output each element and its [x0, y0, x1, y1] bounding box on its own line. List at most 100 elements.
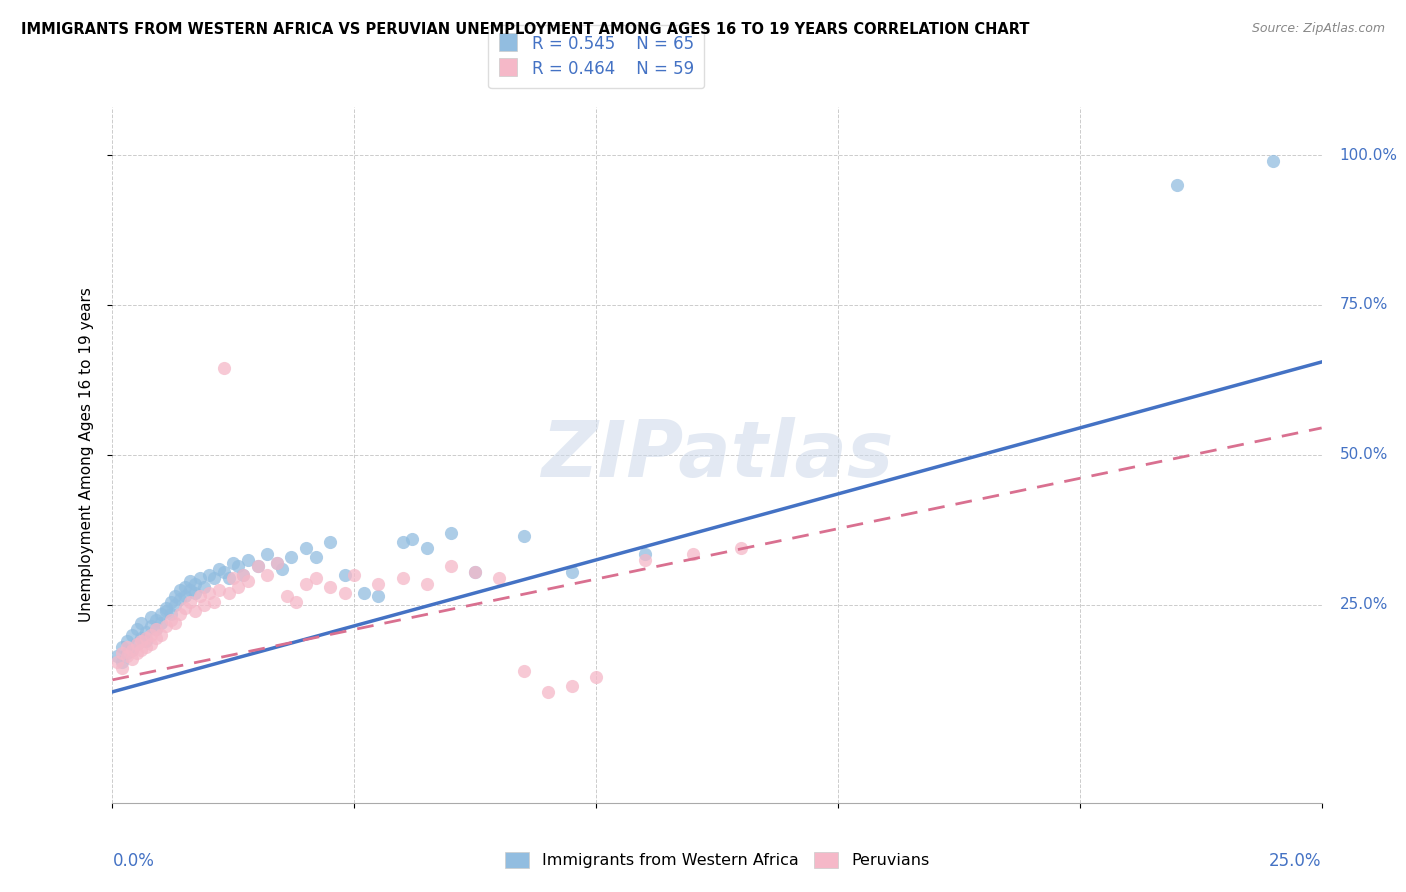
Point	[174, 600, 197, 615]
Point	[367, 577, 389, 591]
Point	[105, 648, 128, 663]
Text: 100.0%: 100.0%	[1340, 147, 1398, 162]
Point	[155, 604, 177, 618]
Point	[165, 598, 187, 612]
Point	[131, 633, 153, 648]
Point	[131, 615, 153, 630]
Point	[218, 571, 240, 585]
Point	[141, 637, 163, 651]
Point	[391, 571, 413, 585]
Point	[145, 631, 167, 645]
Point	[141, 619, 163, 633]
Point	[145, 613, 167, 627]
Point	[135, 631, 157, 645]
Point	[179, 574, 201, 588]
Point	[561, 679, 583, 693]
Point	[391, 534, 413, 549]
Point	[159, 607, 181, 621]
Point	[169, 582, 191, 597]
Point	[111, 640, 134, 654]
Point	[266, 556, 288, 570]
Point	[232, 567, 254, 582]
Point	[121, 643, 143, 657]
Point	[169, 591, 191, 606]
Point	[105, 655, 128, 669]
Point	[145, 622, 167, 636]
Point	[198, 586, 221, 600]
Point	[183, 604, 205, 618]
Point	[343, 567, 366, 582]
Point	[121, 643, 143, 657]
Point	[208, 562, 231, 576]
Point	[159, 595, 181, 609]
Point	[179, 582, 201, 597]
Point	[1263, 154, 1285, 169]
Point	[212, 565, 235, 579]
Point	[145, 622, 167, 636]
Point	[208, 582, 231, 597]
Point	[682, 547, 704, 561]
Point	[212, 361, 235, 376]
Point	[633, 547, 655, 561]
Point	[135, 640, 157, 654]
Point	[285, 595, 308, 609]
Text: 25.0%: 25.0%	[1340, 598, 1388, 613]
Point	[295, 577, 318, 591]
Point	[121, 628, 143, 642]
Point	[141, 628, 163, 642]
Point	[115, 633, 138, 648]
Point	[280, 549, 302, 564]
Point	[165, 615, 187, 630]
Point	[165, 589, 187, 603]
Point	[304, 549, 326, 564]
Point	[319, 580, 342, 594]
Point	[416, 541, 439, 555]
Point	[512, 664, 534, 678]
Point	[202, 595, 225, 609]
Point	[115, 648, 138, 663]
Text: 25.0%: 25.0%	[1270, 852, 1322, 870]
Point	[149, 615, 172, 630]
Point	[416, 577, 439, 591]
Point	[256, 567, 278, 582]
Point	[155, 600, 177, 615]
Point	[125, 637, 148, 651]
Point	[367, 589, 389, 603]
Text: 50.0%: 50.0%	[1340, 448, 1388, 462]
Point	[440, 525, 463, 540]
Point	[111, 661, 134, 675]
Text: ZIPatlas: ZIPatlas	[541, 417, 893, 493]
Point	[115, 646, 138, 660]
Point	[295, 541, 318, 555]
Point	[226, 558, 249, 573]
Y-axis label: Unemployment Among Ages 16 to 19 years: Unemployment Among Ages 16 to 19 years	[79, 287, 94, 623]
Point	[401, 532, 423, 546]
Point	[232, 567, 254, 582]
Point	[131, 643, 153, 657]
Point	[198, 567, 221, 582]
Point	[236, 553, 259, 567]
Point	[585, 670, 607, 684]
Point	[440, 558, 463, 573]
Text: IMMIGRANTS FROM WESTERN AFRICA VS PERUVIAN UNEMPLOYMENT AMONG AGES 16 TO 19 YEAR: IMMIGRANTS FROM WESTERN AFRICA VS PERUVI…	[21, 22, 1029, 37]
Legend: Immigrants from Western Africa, Peruvians: Immigrants from Western Africa, Peruvian…	[499, 846, 935, 875]
Point	[188, 571, 211, 585]
Point	[135, 633, 157, 648]
Point	[125, 646, 148, 660]
Point	[135, 624, 157, 639]
Point	[537, 685, 560, 699]
Point	[730, 541, 752, 555]
Text: 75.0%: 75.0%	[1340, 297, 1388, 312]
Point	[464, 565, 486, 579]
Point	[115, 640, 138, 654]
Point	[304, 571, 326, 585]
Point	[125, 622, 148, 636]
Point	[256, 547, 278, 561]
Point	[125, 637, 148, 651]
Point	[141, 610, 163, 624]
Point	[512, 529, 534, 543]
Point	[169, 607, 191, 621]
Point	[236, 574, 259, 588]
Text: 0.0%: 0.0%	[112, 852, 155, 870]
Point	[155, 619, 177, 633]
